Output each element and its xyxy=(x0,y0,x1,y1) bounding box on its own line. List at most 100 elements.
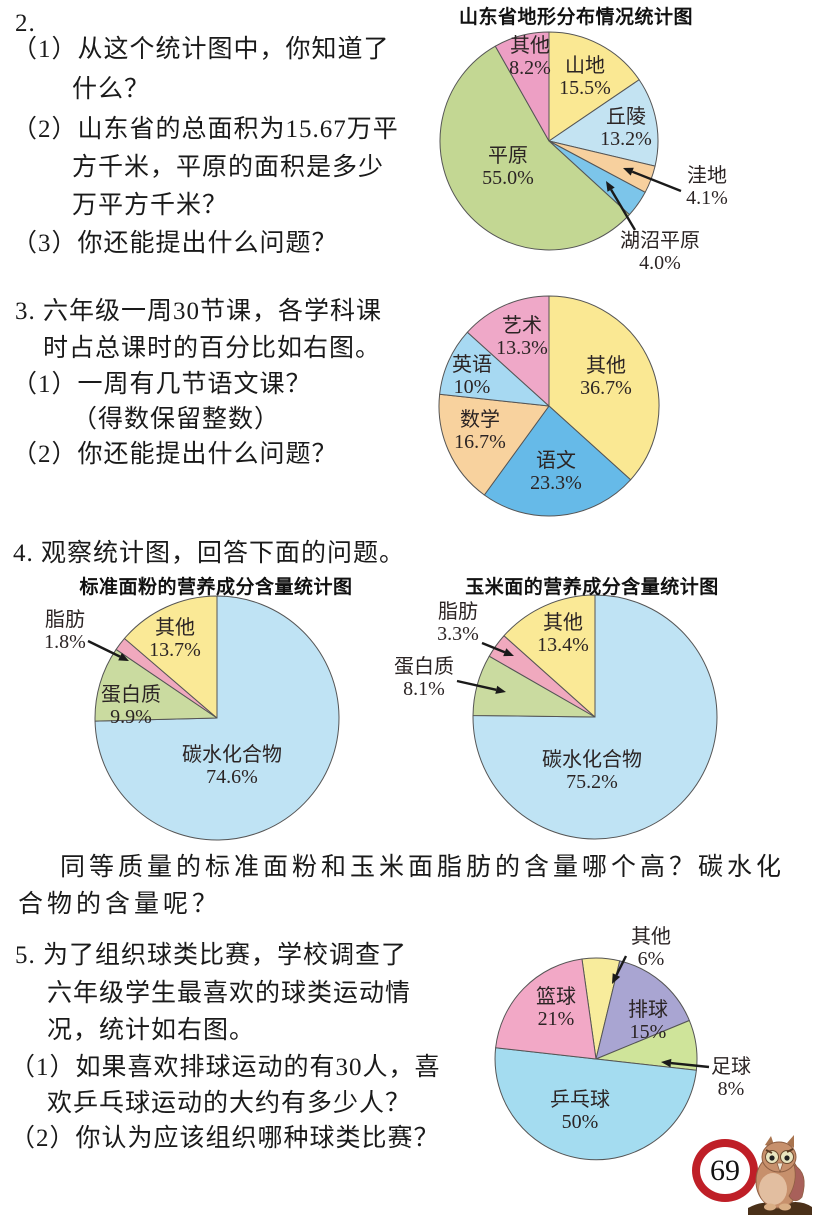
pie-label-其他: 其他 13.4% xyxy=(537,612,589,656)
pie-label-name: 排球 xyxy=(628,999,668,1021)
pie-label-name: 英语 xyxy=(452,354,492,376)
pie-label-name: 乒乓球 xyxy=(550,1089,610,1111)
pie-slice-艺术 xyxy=(466,295,550,407)
pie-slice-山地 xyxy=(548,31,640,142)
page-number-badge: 69 xyxy=(692,1139,758,1202)
pie-label-name: 语文 xyxy=(535,450,576,472)
pie-label-percent: 4.1% xyxy=(686,187,728,209)
pie-slice-其他 xyxy=(548,295,660,481)
pie-label-乒乓球: 乒乓球 50% xyxy=(550,1089,610,1133)
pie-svg xyxy=(87,595,340,841)
pie-label-name: 其他 xyxy=(542,612,583,634)
pie-label-percent: 15.5% xyxy=(559,77,611,99)
pie-slice-乒乓球 xyxy=(494,1047,697,1161)
pie-chart-corn-flour: 玉米面的营养成分含量统计图 碳水化合物 75.2% 蛋白质 8.1% 脂肪 3.3% 其他 1… xyxy=(394,568,814,863)
pie-label-丘陵: 丘陵 13.2% xyxy=(600,106,652,150)
pie-chart-standard-flour: 标准面粉的营养成分含量统计图 碳水化合物 74.6% 蛋白质 9.9% 脂肪 1.8% 其他… xyxy=(30,568,420,863)
pie-label-percent: 8% xyxy=(717,1078,745,1100)
q2-number: 2. xyxy=(15,10,36,37)
pie-label-percent: 9.9% xyxy=(110,706,152,728)
q3-line1: 3. 六年级一周30节课，各学科课 xyxy=(15,298,383,325)
pie-label-其他: 其他 6% xyxy=(631,926,671,970)
pie-slice-平原 xyxy=(439,45,630,251)
q2-item2-line3: 万平方千米？ xyxy=(72,192,229,219)
pie-label-percent: 75.2% xyxy=(566,771,618,793)
q2-item2-line1: （2）山东省的总面积为15.67万平 xyxy=(12,116,399,143)
q2-item1-line2: 什么？ xyxy=(72,76,151,103)
pie-label-name: 脂肪 xyxy=(437,601,478,623)
pie-label-percent: 10% xyxy=(453,376,491,398)
pie-label-percent: 74.6% xyxy=(206,766,258,788)
q4-heading: 4. 观察统计图，回答下面的问题。 xyxy=(13,540,406,567)
pie-label-name: 蛋白质 xyxy=(394,656,454,678)
pie-label-碳水化合物: 碳水化合物 75.2% xyxy=(542,749,642,793)
pie-label-湖沼平原: 湖沼平原 4.0% xyxy=(620,230,700,274)
pie-label-name: 碳水化合物 xyxy=(182,744,282,766)
label-arrow-head xyxy=(661,1058,672,1068)
pie-label-语文: 语文 23.3% xyxy=(530,450,582,494)
pie-label-脂肪: 脂肪 1.8% xyxy=(44,609,86,653)
pie-label-洼地: 洼地 4.1% xyxy=(686,165,728,209)
pie-label-percent: 3.3% xyxy=(437,623,479,645)
pie-label-蛋白质: 蛋白质 8.1% xyxy=(394,656,454,700)
pie-label-name: 碳水化合物 xyxy=(542,749,642,771)
pie-label-name: 艺术 xyxy=(501,315,542,337)
pie-label-平原: 平原 55.0% xyxy=(482,145,534,189)
pie-label-蛋白质: 蛋白质 9.9% xyxy=(101,684,161,728)
pie-label-percent: 15% xyxy=(629,1021,667,1043)
pie-label-name: 数学 xyxy=(459,409,500,431)
pie-svg xyxy=(456,594,718,840)
pie-chart-ball-games: 其他 6% 排球 15% 足球 8% 乒乓球 50% 篮球 21% xyxy=(460,920,814,1172)
chart-title-standard-flour: 标准面粉的营养成分含量统计图 xyxy=(79,577,353,598)
pie-label-其他: 其他 36.7% xyxy=(580,355,632,399)
pie-label-name: 篮球 xyxy=(536,986,576,1008)
pie-label-percent: 8.2% xyxy=(509,57,551,79)
pie-label-name: 其他 xyxy=(509,35,550,57)
pie-label-name: 其他 xyxy=(631,926,671,948)
label-arrow-line xyxy=(670,1061,710,1069)
label-arrow-line xyxy=(615,955,628,976)
label-arrow-head xyxy=(503,648,514,657)
pie-label-percent: 8.1% xyxy=(403,678,445,700)
pie-label-碳水化合物: 碳水化合物 74.6% xyxy=(182,744,282,788)
label-arrow-line xyxy=(631,170,682,193)
label-arrow-head xyxy=(118,652,129,661)
pie-label-山地: 山地 15.5% xyxy=(559,55,611,99)
pie-label-排球: 排球 15% xyxy=(628,999,668,1043)
pie-label-name: 蛋白质 xyxy=(101,684,161,706)
pie-label-英语: 英语 10% xyxy=(452,354,492,398)
chart-title-corn-flour: 玉米面的营养成分含量统计图 xyxy=(465,577,719,598)
q5-line3: 况，统计如右图。 xyxy=(47,1017,256,1044)
pie-label-percent: 36.7% xyxy=(580,377,632,399)
pie-label-name: 脂肪 xyxy=(44,609,85,631)
pie-slice-蛋白质 xyxy=(94,648,218,722)
pie-chart-lessons: 其他 36.7% 语文 23.3% 数学 16.7% 英语 10% 艺术 13.3% xyxy=(430,285,814,520)
pie-label-name: 足球 xyxy=(711,1056,751,1078)
pie-slice-排球 xyxy=(595,960,690,1060)
q5-item1-line2: 欢乒乓球运动的大约有多少人？ xyxy=(47,1090,412,1117)
pie-label-足球: 足球 8% xyxy=(711,1056,751,1100)
label-arrow-line xyxy=(610,188,637,231)
pie-slice-语文 xyxy=(483,405,632,517)
q3-item2: （2）你还能提出什么问题？ xyxy=(12,441,338,468)
pie-svg xyxy=(438,295,660,517)
pie-label-name: 平原 xyxy=(487,145,528,167)
pie-label-percent: 21% xyxy=(537,1008,575,1030)
pie-label-name: 丘陵 xyxy=(605,106,646,128)
pie-label-percent: 13.2% xyxy=(600,128,652,150)
pie-label-percent: 13.7% xyxy=(149,639,201,661)
label-arrow-head xyxy=(623,167,634,176)
chart-title-shandong-terrain: 山东省地形分布情况统计图 xyxy=(458,7,694,28)
pie-slice-篮球 xyxy=(495,958,597,1060)
pie-label-percent: 13.4% xyxy=(537,634,589,656)
q3-item1-note: （得数保留整数） xyxy=(72,406,281,433)
pie-label-percent: 23.3% xyxy=(530,472,582,494)
pie-label-percent: 4.0% xyxy=(639,252,681,274)
q2-item2-line2: 方千米，平原的面积是多少 xyxy=(72,154,385,181)
pie-slice-其他 xyxy=(503,594,596,718)
q4-followup-line2: 合物的含量呢？ xyxy=(18,891,222,918)
pie-svg xyxy=(494,955,710,1161)
q5-line2: 六年级学生最喜欢的球类运动情 xyxy=(47,980,412,1007)
label-arrow-head xyxy=(606,181,615,192)
pie-label-percent: 50% xyxy=(561,1111,599,1133)
